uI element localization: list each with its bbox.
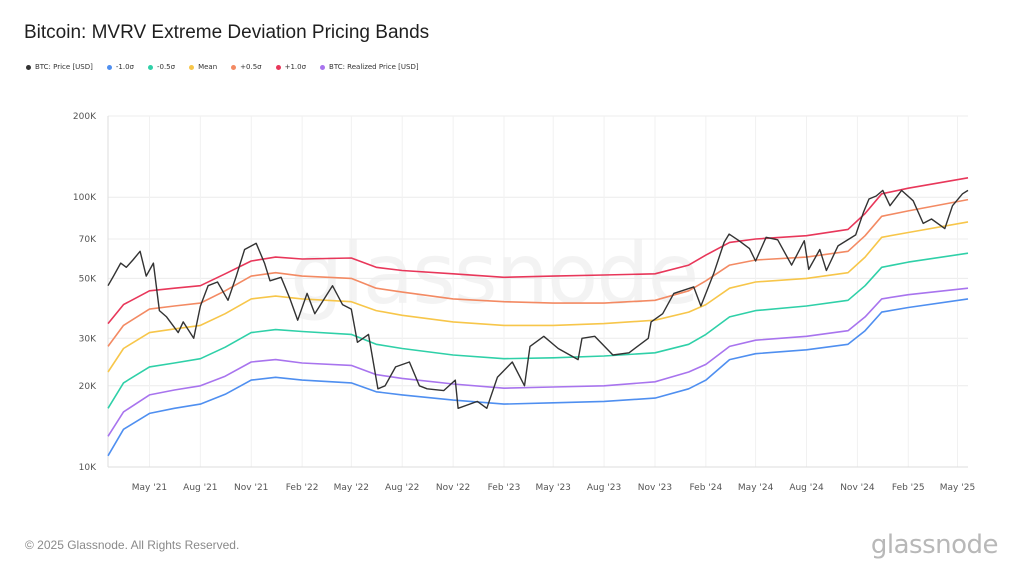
x-tick-label: Aug '21 <box>183 483 217 493</box>
legend-item[interactable]: BTC: Realized Price [USD] <box>320 63 419 71</box>
legend-label: -0.5σ <box>156 63 176 71</box>
legend-item[interactable]: -0.5σ <box>147 63 176 71</box>
legend-dot-icon <box>320 64 326 70</box>
x-tick-label: Nov '22 <box>436 483 470 493</box>
series-line[interactable] <box>107 287 969 437</box>
x-tick-label: Nov '23 <box>638 483 672 493</box>
y-axis: 10K 20K 30K 50K 70K 100K 200K <box>73 112 97 473</box>
legend-label: +0.5σ <box>240 63 262 71</box>
x-axis: May '21 Aug '21 Nov '21 Feb '22 May '22 Aug '… <box>132 483 975 493</box>
x-tick-label: Feb '24 <box>689 483 722 493</box>
legend-item[interactable]: -1.0σ <box>106 63 134 71</box>
legend-dot-icon <box>189 64 195 70</box>
x-tick-label: Aug '24 <box>789 483 824 493</box>
copyright-footer: © 2025 Glassnode. All Rights Reserved. <box>25 538 240 552</box>
y-tick-label: 100K <box>73 193 97 203</box>
chart-legend: BTC: Price [USD] -1.0σ -0.5σ Mean +0.5σ +1.0σ… <box>26 63 419 71</box>
y-tick-label: 200K <box>73 112 97 122</box>
legend-dot-icon <box>106 64 112 70</box>
legend-label: -1.0σ <box>115 63 134 71</box>
legend-dot-icon <box>275 64 281 70</box>
x-tick-label: May '23 <box>536 483 571 493</box>
legend-item[interactable]: +0.5σ <box>231 63 262 71</box>
page-title: Bitcoin: MVRV Extreme Deviation Pricing … <box>24 22 430 43</box>
legend-item[interactable]: Mean <box>189 63 217 71</box>
legend-label: +1.0σ <box>284 63 307 71</box>
grid-lines <box>107 115 968 468</box>
y-tick-label: 20K <box>79 382 97 392</box>
x-tick-label: May '21 <box>132 483 167 493</box>
series-lines <box>107 177 969 457</box>
legend-dot-icon <box>147 64 153 70</box>
x-tick-label: Feb '23 <box>488 483 521 493</box>
legend-label: BTC: Realized Price [USD] <box>329 63 419 71</box>
x-tick-label: Aug '22 <box>385 483 419 493</box>
y-tick-label: 30K <box>79 334 97 344</box>
y-tick-label: 10K <box>79 463 97 473</box>
series-line[interactable] <box>107 298 969 457</box>
series-line[interactable] <box>107 189 969 409</box>
series-line[interactable] <box>107 177 969 325</box>
x-tick-label: Nov '24 <box>840 483 875 493</box>
x-tick-label: May '25 <box>940 483 975 493</box>
x-tick-label: Aug '23 <box>587 483 621 493</box>
legend-dot-icon <box>231 64 237 70</box>
legend-item[interactable]: BTC: Price [USD] <box>26 63 93 71</box>
series-line[interactable] <box>107 252 969 409</box>
x-tick-label: May '22 <box>334 483 369 493</box>
x-tick-label: Nov '21 <box>234 483 268 493</box>
x-tick-label: May '24 <box>738 483 774 493</box>
legend-item[interactable]: +1.0σ <box>275 63 307 71</box>
x-tick-label: Feb '22 <box>286 483 319 493</box>
series-line[interactable] <box>107 221 969 373</box>
legend-label: Mean <box>198 63 218 71</box>
x-tick-label: Feb '25 <box>892 483 925 493</box>
legend-label: BTC: Price [USD] <box>35 63 93 71</box>
y-tick-label: 50K <box>79 274 97 284</box>
legend-dot-icon <box>26 64 31 70</box>
y-tick-label: 70K <box>79 235 97 245</box>
brand-logo: glassnode <box>870 530 999 560</box>
